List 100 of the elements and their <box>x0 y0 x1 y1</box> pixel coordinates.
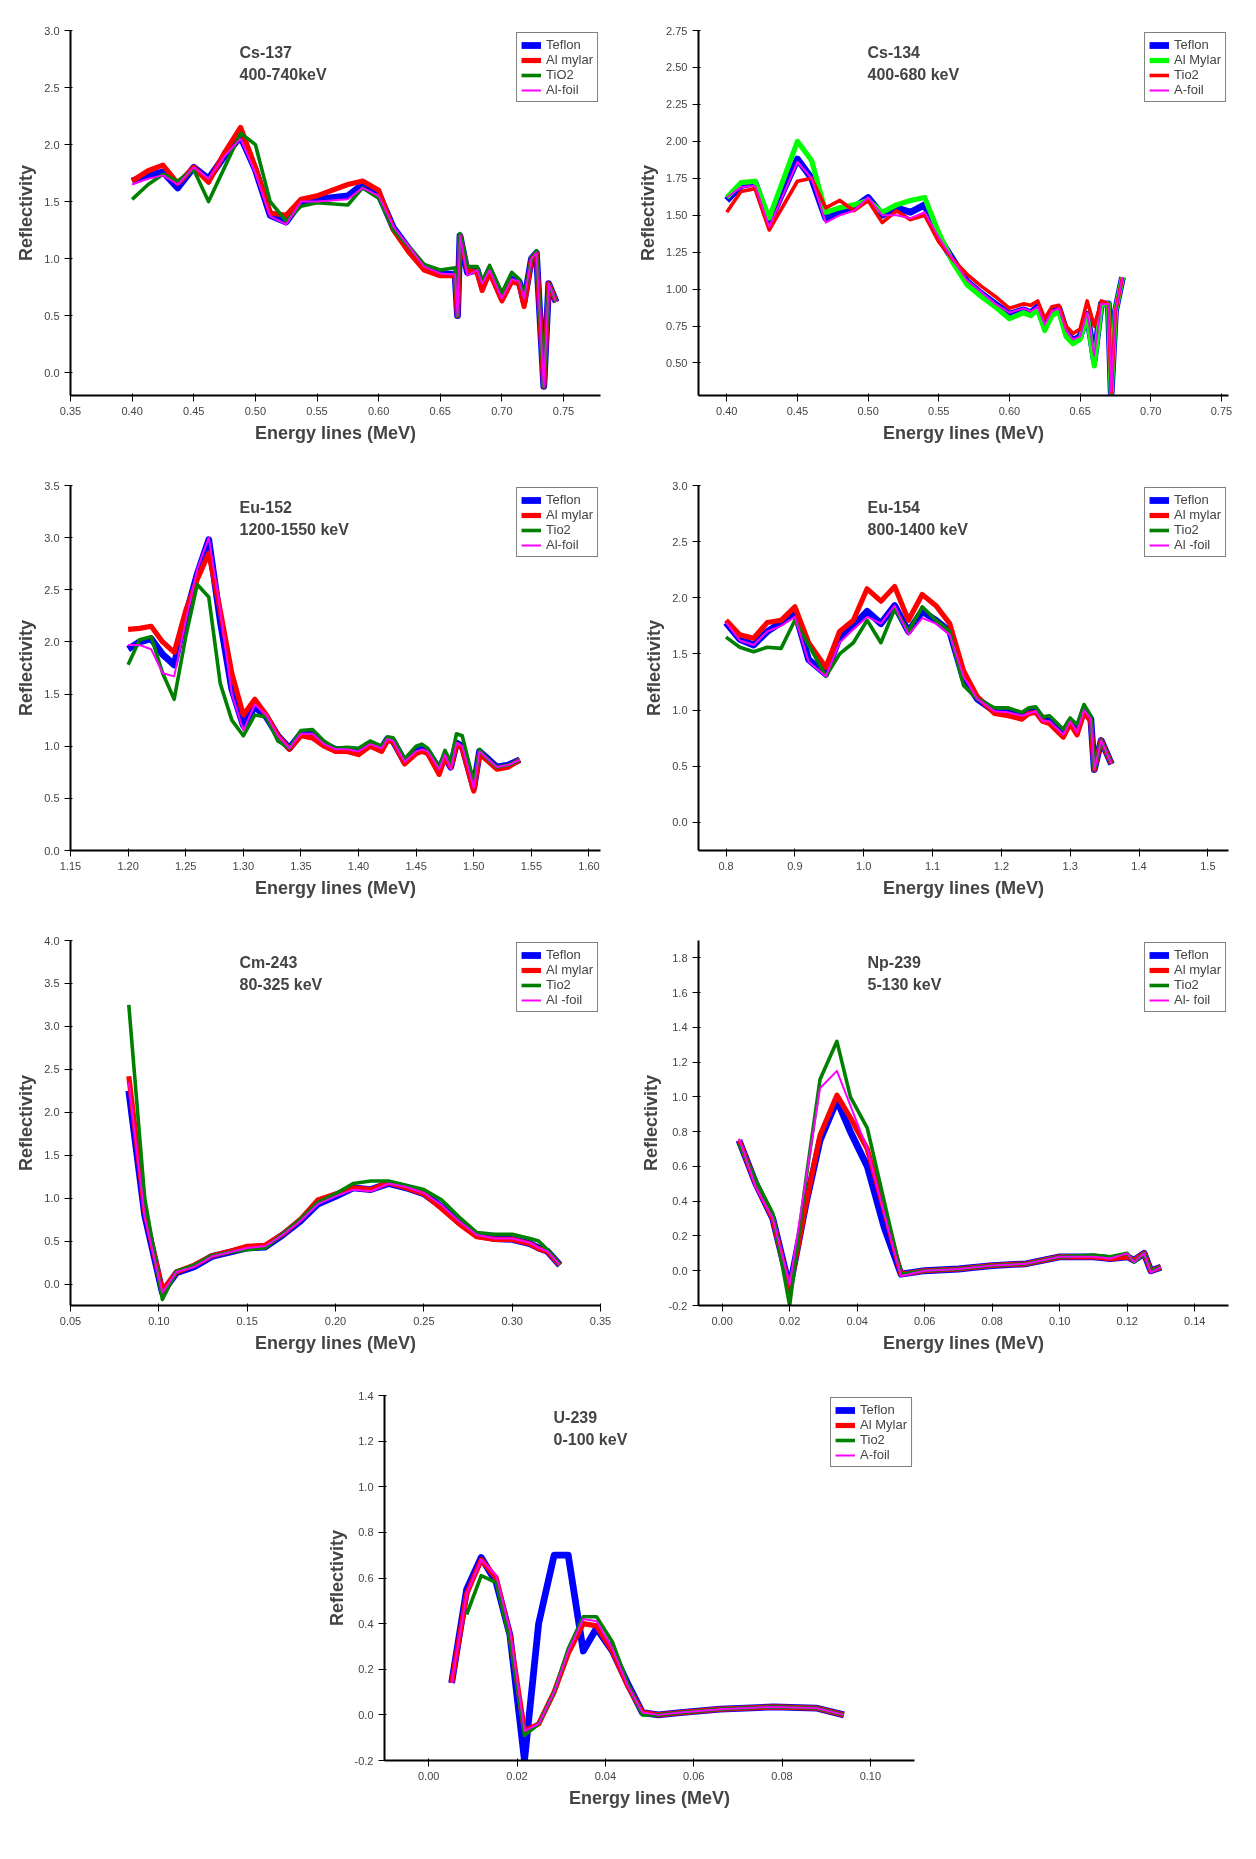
x-tick-label: 1.60 <box>578 859 600 872</box>
legend-label: Teflon <box>1174 947 1209 962</box>
y-tick-label: 0.5 <box>44 309 60 322</box>
y-tick-label: 1.8 <box>672 951 688 964</box>
y-tick-label: 1.2 <box>358 1435 374 1448</box>
y-tick-label: 1.2 <box>672 1056 688 1069</box>
x-tick-label: 0.40 <box>716 404 738 417</box>
y-tick-label: 2.0 <box>44 1106 60 1119</box>
x-tick-label: 0.8 <box>718 859 734 872</box>
y-tick-label: 2.25 <box>666 98 688 111</box>
y-tick-label: 1.0 <box>672 1090 688 1103</box>
y-tick-label: 2.5 <box>672 535 688 548</box>
x-tick-label: 0.06 <box>913 1314 936 1327</box>
x-tick-label: 0.45 <box>786 404 809 417</box>
y-tick-label: 1.25 <box>666 246 688 259</box>
x-tick-label: 0.10 <box>859 1769 882 1782</box>
y-tick-label: 2.50 <box>666 61 688 74</box>
y-axis-title: Reflectivity <box>640 1074 661 1172</box>
y-tick-label: 1.4 <box>672 1021 688 1034</box>
legend-label: A-foil <box>860 1447 890 1462</box>
y-tick-label: 0.2 <box>358 1663 374 1676</box>
y-tick-label: 0.5 <box>44 792 60 805</box>
y-tick-label: 1.5 <box>44 195 60 208</box>
x-tick-label: 1.0 <box>856 859 872 872</box>
y-tick-label: 1.0 <box>672 704 688 717</box>
x-axis-title: Energy lines (MeV) <box>254 1332 417 1353</box>
y-tick-label: 4.0 <box>44 934 60 947</box>
x-tick-label: 0.08 <box>771 1769 793 1782</box>
text: Cm-243 <box>239 953 298 971</box>
x-tick-label: 0.55 <box>306 404 328 417</box>
x-tick-label: 0.35 <box>589 1314 612 1327</box>
legend-label: Tio2 <box>546 977 571 992</box>
y-tick-label: 1.6 <box>672 986 688 999</box>
x-tick-label: 0.75 <box>1210 404 1233 417</box>
legend-label: Tio2 <box>1174 67 1199 82</box>
x-tick-label: 0.30 <box>501 1314 523 1327</box>
x-tick-label: 1.55 <box>520 859 543 872</box>
y-tick-label: -0.2 <box>668 1299 688 1312</box>
x-tick-label: 0.02 <box>778 1314 801 1327</box>
y-tick-label: 2.5 <box>44 1063 60 1076</box>
y-tick-label: 3.0 <box>672 479 688 492</box>
x-tick-label: 0.10 <box>148 1314 170 1327</box>
y-tick-label: 0.0 <box>672 1264 688 1277</box>
legend-label: Al Mylar <box>860 1417 907 1432</box>
x-tick-label: 1.3 <box>1062 859 1078 872</box>
y-tick-label: 1.50 <box>666 209 688 222</box>
y-tick-label: 1.5 <box>44 688 60 701</box>
text: Eu-154 <box>867 498 921 516</box>
legend-label: Tio2 <box>1174 977 1199 992</box>
y-tick-label: 1.00 <box>666 283 688 296</box>
x-axis-title: Energy lines (MeV) <box>254 422 417 443</box>
x-tick-label: 0.50 <box>857 404 879 417</box>
legend-label: Teflon <box>546 492 581 507</box>
legend-label: A-foil <box>1174 82 1204 97</box>
y-tick-label: 2.0 <box>44 635 60 648</box>
text: 400-680 keV <box>867 65 960 83</box>
y-tick-label: 0.0 <box>44 844 60 857</box>
text: 800-1400 keV <box>867 520 969 538</box>
x-tick-label: 0.02 <box>506 1769 528 1782</box>
x-tick-label: 0.04 <box>846 1314 868 1327</box>
y-tick-label: 0.0 <box>44 366 60 379</box>
x-tick-label: 1.5 <box>1200 859 1216 872</box>
y-tick-label: 0.4 <box>358 1617 374 1630</box>
y-tick-label: 2.5 <box>44 583 60 596</box>
y-tick-label: 0.5 <box>44 1235 60 1248</box>
y-axis-title: Reflectivity <box>16 619 37 717</box>
y-tick-label: 0.6 <box>358 1572 374 1584</box>
y-tick-label: 1.0 <box>44 252 60 265</box>
x-tick-label: 0.50 <box>244 404 267 417</box>
y-tick-label: 2.5 <box>44 81 60 94</box>
x-axis-title: Energy lines (MeV) <box>882 422 1045 443</box>
legend-label: Al mylar <box>1174 507 1221 522</box>
y-tick-label: 3.0 <box>44 1020 60 1033</box>
x-tick-label: 0.06 <box>682 1769 705 1782</box>
x-tick-label: 0.75 <box>552 404 575 417</box>
text: 400-740keV <box>239 65 328 83</box>
y-tick-label: 1.0 <box>44 740 60 753</box>
text: Cs-137 <box>239 43 293 61</box>
x-tick-label: 0.45 <box>183 404 205 417</box>
x-tick-label: 0.40 <box>121 404 143 417</box>
legend-label: Teflon <box>1174 37 1209 52</box>
x-tick-label: 1.1 <box>924 859 941 872</box>
x-tick-label: 0.00 <box>711 1314 733 1327</box>
y-tick-label: 0.8 <box>358 1526 374 1539</box>
legend-label: Tio2 <box>546 522 571 537</box>
x-tick-label: 0.10 <box>1049 1314 1071 1327</box>
legend-label: Teflon <box>860 1402 895 1417</box>
y-tick-label: 0.0 <box>672 816 688 829</box>
y-tick-label: 3.5 <box>44 479 60 492</box>
x-tick-label: 0.25 <box>413 1314 435 1327</box>
legend-label: Al -foil <box>546 992 583 1007</box>
y-tick-label: -0.2 <box>354 1754 374 1767</box>
x-tick-label: 0.35 <box>59 404 82 417</box>
legend-label: Al-foil <box>546 82 579 97</box>
y-axis-title: Reflectivity <box>16 1074 37 1172</box>
x-tick-label: 1.30 <box>232 859 255 872</box>
y-tick-label: 0.0 <box>358 1708 374 1721</box>
x-tick-label: 0.04 <box>594 1769 617 1782</box>
text: Eu-152 <box>239 498 293 516</box>
x-tick-label: 1.4 <box>1131 859 1147 872</box>
